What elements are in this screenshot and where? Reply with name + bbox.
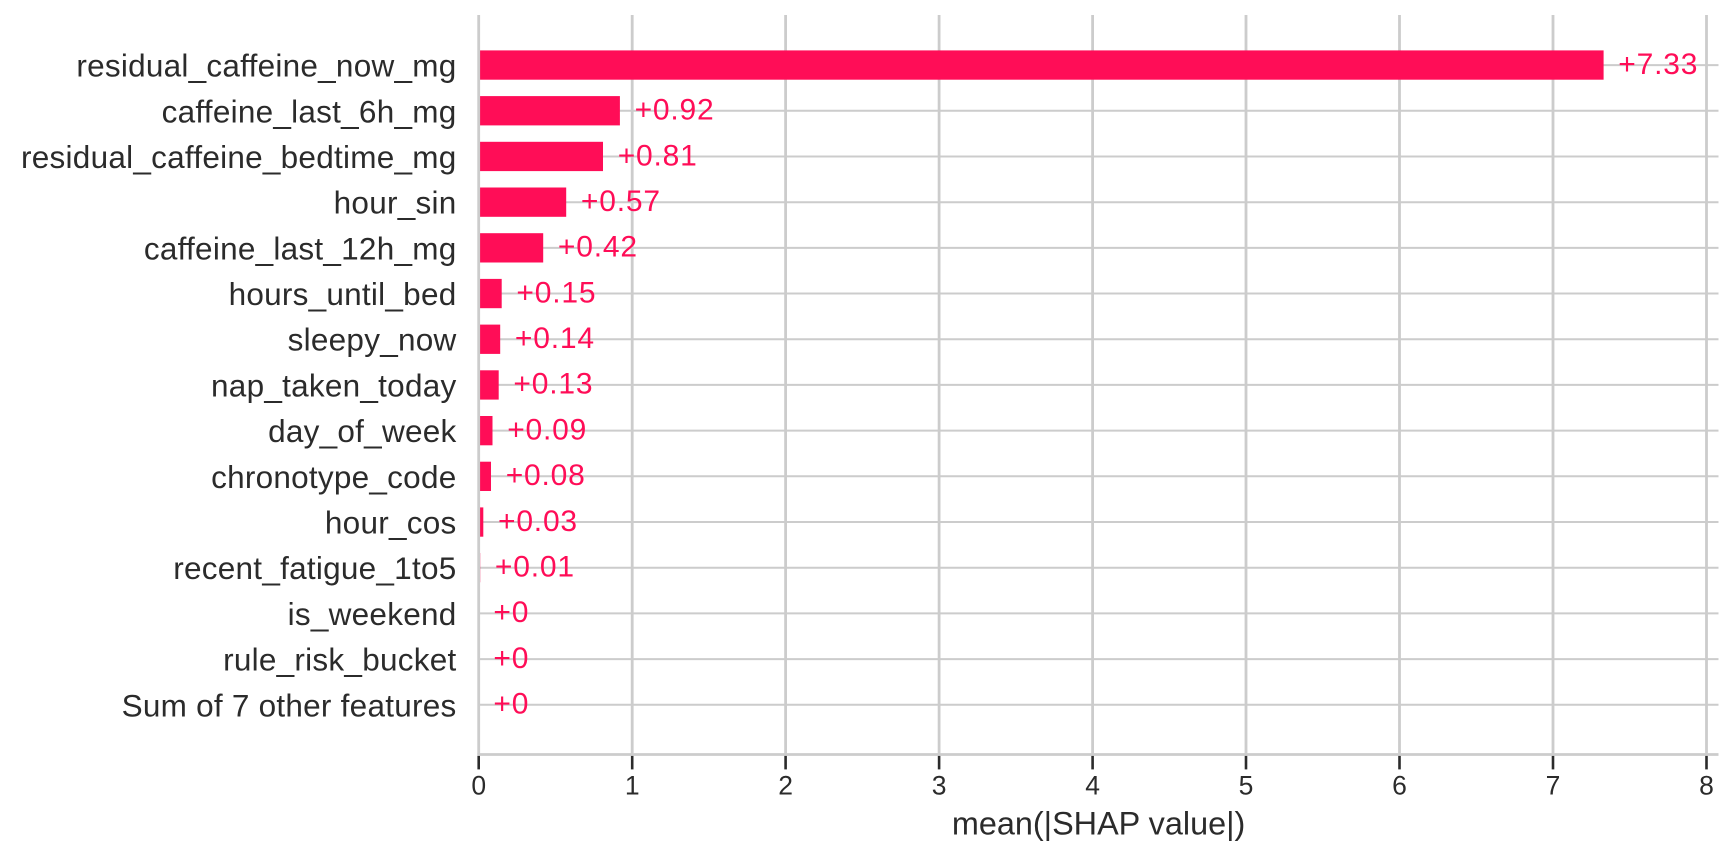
svg-text:+0.81: +0.81: [618, 139, 698, 172]
svg-text:4: 4: [1085, 771, 1100, 801]
svg-text:hour_cos: hour_cos: [325, 505, 457, 541]
svg-text:6: 6: [1392, 771, 1407, 801]
svg-text:2: 2: [778, 771, 793, 801]
svg-text:hours_until_bed: hours_until_bed: [229, 276, 457, 312]
svg-text:is_weekend: is_weekend: [288, 596, 457, 632]
svg-text:+0.08: +0.08: [506, 459, 586, 492]
svg-text:1: 1: [625, 771, 640, 801]
svg-text:recent_fatigue_1to5: recent_fatigue_1to5: [173, 550, 456, 586]
svg-text:caffeine_last_6h_mg: caffeine_last_6h_mg: [162, 93, 457, 129]
svg-text:0: 0: [471, 771, 486, 801]
svg-text:+0.09: +0.09: [507, 413, 587, 446]
svg-text:8: 8: [1699, 771, 1714, 801]
svg-text:hour_sin: hour_sin: [334, 185, 457, 221]
svg-text:+0.57: +0.57: [581, 185, 661, 218]
svg-text:residual_caffeine_now_mg: residual_caffeine_now_mg: [76, 48, 456, 84]
svg-text:+0.01: +0.01: [495, 551, 575, 584]
svg-text:day_of_week: day_of_week: [268, 413, 456, 449]
svg-text:+7.33: +7.33: [1618, 48, 1698, 81]
svg-text:residual_caffeine_bedtime_mg: residual_caffeine_bedtime_mg: [21, 139, 456, 175]
svg-text:+0.15: +0.15: [516, 276, 596, 309]
svg-text:+0: +0: [493, 596, 529, 629]
svg-text:mean(|SHAP value|): mean(|SHAP value|): [952, 806, 1245, 842]
svg-text:nap_taken_today: nap_taken_today: [211, 367, 456, 403]
svg-text:sleepy_now: sleepy_now: [288, 322, 457, 358]
svg-text:+0.14: +0.14: [515, 322, 595, 355]
svg-text:+0.42: +0.42: [558, 231, 638, 264]
svg-text:rule_risk_bucket: rule_risk_bucket: [223, 642, 456, 678]
svg-text:chronotype_code: chronotype_code: [211, 459, 456, 495]
svg-text:caffeine_last_12h_mg: caffeine_last_12h_mg: [144, 230, 457, 266]
svg-text:5: 5: [1239, 771, 1254, 801]
svg-text:+0.13: +0.13: [513, 368, 593, 401]
svg-text:+0: +0: [493, 688, 529, 721]
svg-text:+0: +0: [493, 642, 529, 675]
svg-text:Sum of 7 other features: Sum of 7 other features: [122, 687, 457, 723]
svg-text:+0.03: +0.03: [498, 505, 578, 538]
svg-text:+0.92: +0.92: [635, 94, 715, 127]
svg-text:3: 3: [932, 771, 947, 801]
svg-text:7: 7: [1546, 771, 1561, 801]
